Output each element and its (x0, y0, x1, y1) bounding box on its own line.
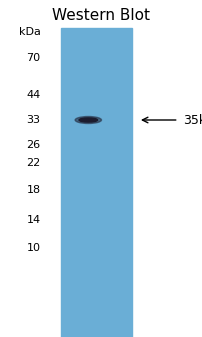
Ellipse shape (75, 117, 101, 123)
Text: 33: 33 (26, 115, 40, 125)
Text: 44: 44 (26, 90, 40, 100)
Text: 22: 22 (26, 158, 40, 168)
Text: 10: 10 (26, 243, 40, 253)
FancyBboxPatch shape (61, 28, 131, 337)
Text: 35kDa: 35kDa (182, 114, 202, 126)
Text: 18: 18 (26, 185, 40, 195)
Ellipse shape (79, 118, 97, 122)
Text: 70: 70 (26, 53, 40, 63)
Text: kDa: kDa (19, 27, 40, 37)
Text: 14: 14 (26, 215, 40, 225)
Text: 26: 26 (26, 140, 40, 150)
Text: Western Blot: Western Blot (52, 8, 150, 23)
